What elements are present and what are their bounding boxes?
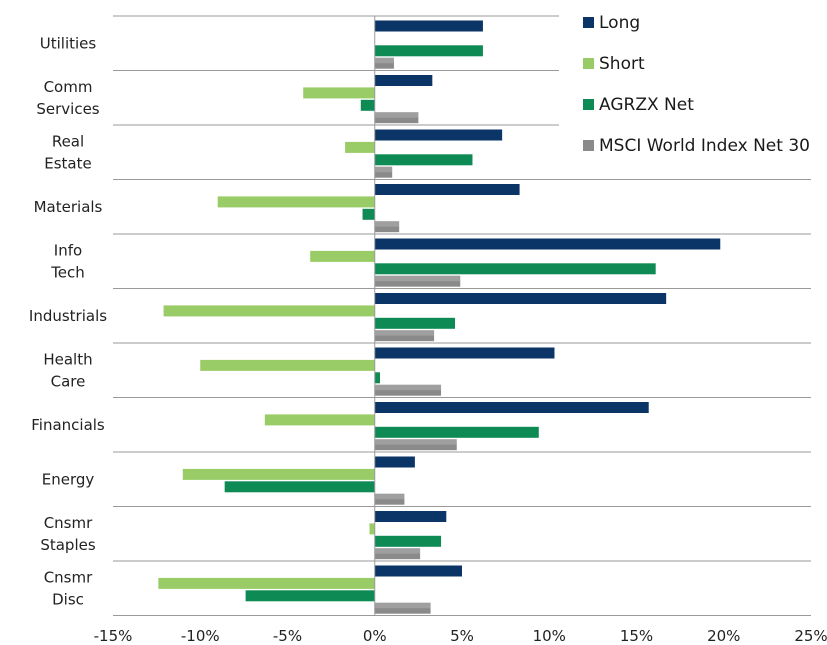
bar-msci-world-index-net-30 <box>374 112 419 124</box>
bar-highlight <box>374 602 431 609</box>
legend-label: Long <box>599 13 640 33</box>
bar-msci-world-index-net-30 <box>374 384 442 396</box>
legend-swatch <box>583 99 594 110</box>
category-label: Materials <box>34 198 103 216</box>
legend-label: Short <box>599 54 645 74</box>
category-label: Cnsmr <box>44 568 93 586</box>
bar-long <box>374 20 483 32</box>
bar-short <box>264 414 375 426</box>
bar-agrzx-net <box>374 372 380 384</box>
bar-msci-world-index-net-30 <box>374 602 431 614</box>
category-labels: Utilities Comm Services Real Estate Materials… <box>29 34 107 608</box>
legend-label: AGRZX Net <box>599 95 694 115</box>
legend-background <box>559 3 819 163</box>
bar-marks <box>158 20 721 614</box>
bar-long <box>374 184 520 195</box>
bar-msci-world-index-net-30 <box>374 57 394 69</box>
category-label: Care <box>51 372 86 390</box>
bar-long <box>374 511 447 522</box>
bar-agrzx-net <box>374 535 442 547</box>
bar-highlight <box>374 166 393 173</box>
category-label: Info <box>54 241 82 259</box>
bar-msci-world-index-net-30 <box>374 330 435 342</box>
bar-agrzx-net <box>374 263 656 275</box>
bar-short <box>369 523 375 535</box>
bar-short <box>303 87 375 99</box>
x-tick-label: 10% <box>533 627 566 645</box>
bar-agrzx-net <box>374 154 473 166</box>
category-label: Cnsmr <box>44 514 93 532</box>
bar-highlight <box>374 493 405 500</box>
bar-msci-world-index-net-30 <box>374 166 393 178</box>
x-tick-label: 0% <box>363 627 387 645</box>
bar-long <box>374 565 462 577</box>
bar-long <box>374 238 721 250</box>
category-label: Staples <box>40 536 96 554</box>
category-label: Comm <box>44 78 93 96</box>
bar-agrzx-net <box>374 426 539 438</box>
x-tick-label: 25% <box>794 627 827 645</box>
bar-long <box>374 293 667 304</box>
bar-msci-world-index-net-30 <box>374 493 405 505</box>
legend: Long Short AGRZX Net MSCI World Index Net 3… <box>559 3 819 163</box>
bar-highlight <box>374 275 461 282</box>
bar-long <box>374 402 649 413</box>
bar-highlight <box>374 221 400 227</box>
bar-msci-world-index-net-30 <box>374 275 461 287</box>
bar-highlight <box>374 112 419 118</box>
category-label: Financials <box>31 416 105 434</box>
category-separators <box>113 15 811 616</box>
bar-agrzx-net <box>374 317 456 329</box>
x-tick-label: -10% <box>181 627 220 645</box>
x-tick-label: -15% <box>94 627 133 645</box>
bar-short <box>345 141 375 153</box>
bar-short <box>310 250 375 262</box>
category-label: Utilities <box>40 34 97 52</box>
bar-short <box>217 196 375 208</box>
bar-agrzx-net <box>224 481 375 493</box>
bar-highlight <box>374 548 421 554</box>
bar-highlight <box>374 384 442 391</box>
bar-short <box>163 305 375 317</box>
x-tick-label: 20% <box>707 627 740 645</box>
category-label: Tech <box>50 263 85 281</box>
category-label: Energy <box>42 470 95 488</box>
bar-highlight <box>374 439 457 445</box>
legend-swatch <box>583 17 594 28</box>
bar-msci-world-index-net-30 <box>374 548 421 560</box>
category-label: Health <box>43 350 92 368</box>
bar-long <box>374 347 555 359</box>
legend-swatch <box>583 140 594 151</box>
bar-msci-world-index-net-30 <box>374 221 400 233</box>
bar-long <box>374 129 503 141</box>
bar-short <box>182 468 375 480</box>
bar-long <box>374 75 433 86</box>
category-label: Estate <box>44 154 91 172</box>
bar-msci-world-index-net-30 <box>374 439 457 451</box>
bar-short <box>200 359 375 371</box>
category-label: Industrials <box>29 307 107 325</box>
x-axis-tick-labels: -15% -10% -5% 0% 5% 10% 15% 20% 25% <box>94 627 827 645</box>
legend-swatch <box>583 58 594 69</box>
bar-short <box>158 577 375 589</box>
bar-highlight <box>374 330 435 336</box>
bar-agrzx-net <box>362 208 375 220</box>
x-tick-label: 5% <box>450 627 474 645</box>
category-label: Services <box>36 100 99 118</box>
x-tick-label: -5% <box>273 627 302 645</box>
bar-agrzx-net <box>245 590 375 602</box>
bar-highlight <box>374 57 394 64</box>
bar-long <box>374 456 415 468</box>
bar-agrzx-net <box>360 99 375 111</box>
legend-label: MSCI World Index Net 30 <box>599 136 810 156</box>
category-label: Real <box>52 132 84 150</box>
bar-agrzx-net <box>374 45 483 57</box>
category-label: Disc <box>52 590 84 608</box>
x-tick-label: 15% <box>620 627 653 645</box>
